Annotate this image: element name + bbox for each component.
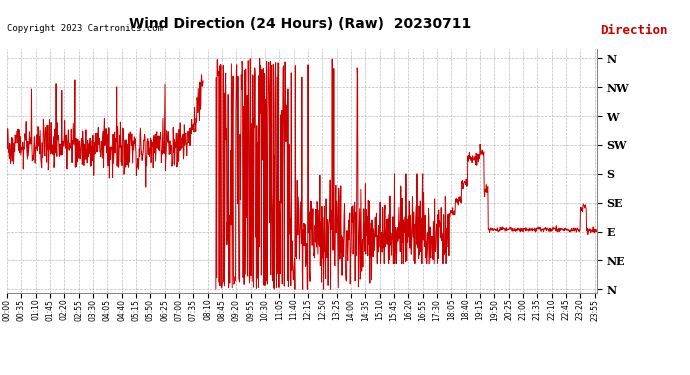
Text: Copyright 2023 Cartronics.com: Copyright 2023 Cartronics.com (7, 24, 163, 33)
Text: Direction: Direction (600, 24, 668, 38)
Text: Wind Direction (24 Hours) (Raw)  20230711: Wind Direction (24 Hours) (Raw) 20230711 (129, 17, 471, 31)
